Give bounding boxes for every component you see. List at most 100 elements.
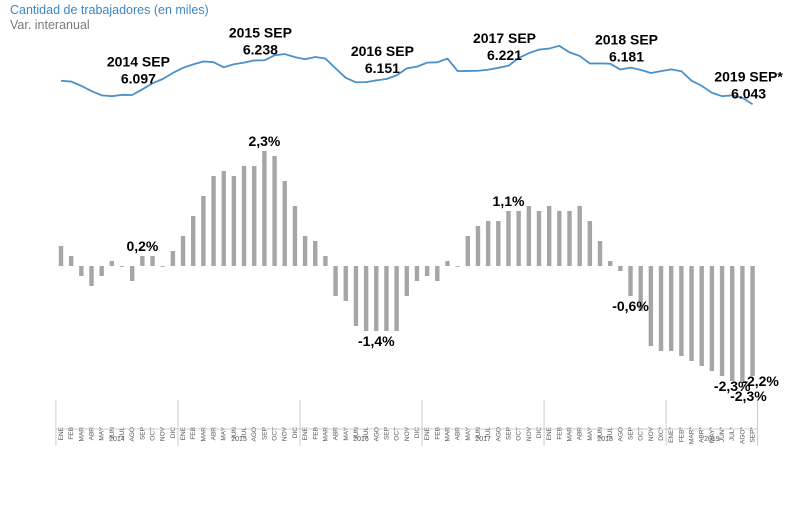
line-label-value-0: 6.097 [121,70,156,86]
x-tick-label-7: AGO [129,427,136,441]
x-tick-label-15: ABR [211,427,218,441]
x-tick-label-26: MAR [322,427,329,442]
x-tick-label-68: SEP* [750,427,757,443]
x-tick-label-67: AGO* [739,427,746,444]
line-label-title-4: 2018 SEP [595,32,658,48]
bar-45 [516,211,521,266]
bar-18 [241,166,247,266]
x-tick-label-58: NOV [648,426,655,441]
x-tick-label-0: ENE [58,426,65,440]
x-tick-label-20: SEP [261,427,268,440]
x-tick-label-25: FEB [312,427,319,440]
x-tick-label-38: MAR [445,427,452,442]
x-tick-label-5: JUN [109,427,116,440]
bar-41 [475,226,481,266]
line-label-value-2: 6.151 [365,60,400,76]
year-label-2017: 2017 [475,436,491,443]
line-label-value-1: 6.238 [243,41,278,57]
bar-9 [150,256,155,266]
x-tick-label-33: OCT [394,427,401,441]
bar-55 [618,266,623,271]
bar-26 [323,256,328,266]
bar-27 [333,266,338,296]
x-tick-label-17: JUN [231,427,238,440]
x-tick-label-9: OCT [150,427,157,441]
line-label-title-1: 2015 SEP [229,24,292,40]
x-tick-label-59: DIC* [658,427,665,441]
bar-8 [140,256,145,266]
x-tick-label-60: ENE* [668,427,675,443]
x-tick-label-51: ABR [577,427,584,441]
x-tick-label-11: DIC [170,427,177,439]
bar-7 [129,266,135,281]
x-tick-label-24: ENE [302,426,309,440]
x-tick-label-27: ABR [333,427,340,441]
x-tick-label-49: FEB [556,427,563,440]
bar-33 [394,266,399,331]
bar-3 [89,266,94,286]
bar-46 [526,206,532,266]
x-tick-label-56: SEP [628,427,635,440]
year-label-2015: 2015 [231,436,247,443]
bar-11 [170,251,176,266]
x-tick-label-41: JUN [475,427,482,440]
x-tick-label-3: ABR [89,427,96,441]
bar-label-13: -2,2% [742,373,779,389]
bar-64 [709,266,715,371]
bar-49 [557,211,562,266]
line-label-title-3: 2017 SEP [473,30,536,46]
x-tick-label-57: OCT [638,427,645,441]
x-tick-label-4: MAY [99,426,106,440]
bar-23 [292,206,298,266]
bar-34 [404,266,409,296]
x-tick-label-30: JUL [363,427,370,439]
bar-label-8: -1,4% [358,333,395,349]
bar-43 [496,221,501,266]
bar-21 [272,156,277,266]
bar-10 [160,266,165,267]
bar-17 [231,176,237,266]
line-label-value-5: 6.043 [731,85,766,101]
x-tick-label-21: OCT [272,427,279,441]
x-tick-label-55: AGO [617,427,624,441]
x-tick-label-23: DIC [292,427,299,439]
bar-61 [679,266,684,356]
x-tick-label-45: OCT [516,427,523,441]
x-tick-label-29: JUN [353,427,360,440]
x-tick-label-35: DIC [414,427,421,439]
bar-series [58,151,755,381]
x-tick-label-19: AGO [251,427,258,441]
bar-20 [262,151,267,266]
x-tick-label-62: MAR* [689,427,696,444]
line-label-value-4: 6.181 [609,49,644,65]
bar-47 [536,211,542,266]
x-tick-label-64: MAY* [709,427,716,444]
x-tick-label-40: MAY [465,426,472,440]
bar-48 [546,206,552,266]
x-tick-label-36: ENE [424,426,431,440]
bar-56 [628,266,633,296]
bar-label-12: -2,3% [730,388,767,404]
employment-line [60,44,754,106]
bar-38 [445,261,450,266]
bar-36 [424,266,430,276]
bar-66 [730,266,735,381]
bar-14 [201,196,206,266]
bar-30 [363,266,369,331]
bar-13 [191,216,196,266]
bar-67 [740,266,745,381]
x-axis: ENE FEB MAR ABR MAY JUN JUL AGO SEP OCT NOV DIC ENE F… [55,400,759,446]
x-tick-label-8: SEP [139,427,146,440]
x-tick-label-1: FEB [68,427,75,440]
bar-24 [302,236,308,266]
bar-15 [211,176,216,266]
bar-label-6: 0,2% [126,238,158,254]
x-tick-label-37: FEB [434,427,441,440]
year-label-2014: 2014 [109,436,125,443]
line-label-title-0: 2014 SEP [107,53,170,69]
bar-5 [109,261,115,266]
bar-58 [648,266,654,346]
bar-39 [455,266,460,267]
x-tick-label-66: JUL* [729,427,736,442]
